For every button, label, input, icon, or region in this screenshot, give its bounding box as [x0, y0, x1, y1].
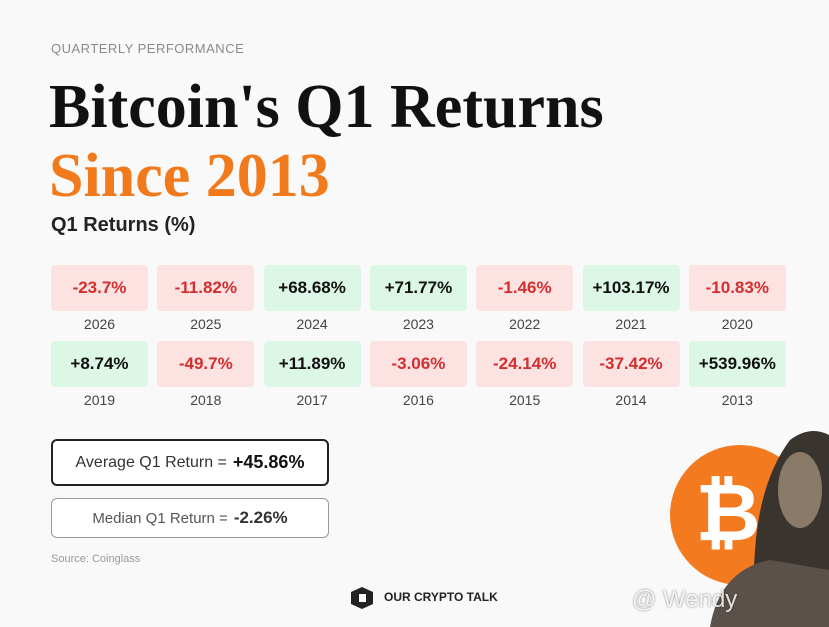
return-tile: -49.7% — [157, 341, 255, 387]
year-label: 2024 — [296, 316, 328, 332]
stat-label: Median Q1 Return = — [92, 509, 228, 527]
return-tile: +103.17% — [582, 265, 680, 311]
brand: OUR CRYPTO TALK — [384, 590, 498, 604]
year-label: 2020 — [721, 316, 753, 332]
stat-label: Average Q1 Return = — [75, 453, 227, 471]
return-tile: -11.82% — [157, 265, 255, 311]
svg-text:₿: ₿ — [695, 466, 760, 559]
brand-logo — [351, 587, 373, 609]
illustration: ₿ — [670, 431, 829, 627]
median-box: Median Q1 Return = -2.26% — [51, 498, 329, 538]
year-label: 2015 — [509, 392, 541, 408]
year-label: 2026 — [83, 316, 116, 332]
year-label: 2013 — [721, 392, 753, 408]
return-tile: +71.77% — [369, 265, 467, 311]
kicker: QUARTERLY PERFORMANCE — [51, 41, 245, 56]
year-label: 2016 — [402, 392, 434, 408]
return-tile: +68.68% — [263, 265, 361, 311]
year-label: 2022 — [509, 316, 541, 332]
stat-value: -2.26% — [233, 508, 288, 527]
return-tile: -24.14% — [476, 341, 574, 387]
title: Bitcoin's Q1 Returns — [49, 73, 604, 141]
return-tile: -23.7% — [51, 265, 148, 311]
stat-value: +45.86% — [232, 452, 305, 472]
return-tile: -10.83% — [688, 265, 786, 311]
source: Source: Coinglass — [51, 553, 141, 565]
year-label: 2018 — [190, 392, 222, 408]
year-label: 2025 — [190, 316, 222, 332]
return-tile: +8.74% — [51, 341, 148, 387]
return-tile: +539.96% — [688, 341, 786, 387]
return-tile: -37.42% — [582, 341, 680, 387]
return-tile: +11.89% — [263, 341, 361, 387]
year-label: 2019 — [83, 392, 116, 408]
year-label: 2023 — [402, 316, 434, 332]
average-box: Average Q1 Return = +45.86% — [51, 439, 329, 486]
subtitle: Q1 Returns (%) — [51, 214, 196, 236]
title-accent: Since 2013 — [49, 142, 330, 210]
year-label: 2017 — [296, 392, 328, 408]
watermark: @ Wendy — [632, 586, 738, 613]
return-tile: -3.06% — [369, 341, 467, 387]
year-label: 2021 — [615, 316, 647, 332]
year-label: 2014 — [615, 392, 647, 408]
return-tile: -1.46% — [476, 265, 574, 311]
